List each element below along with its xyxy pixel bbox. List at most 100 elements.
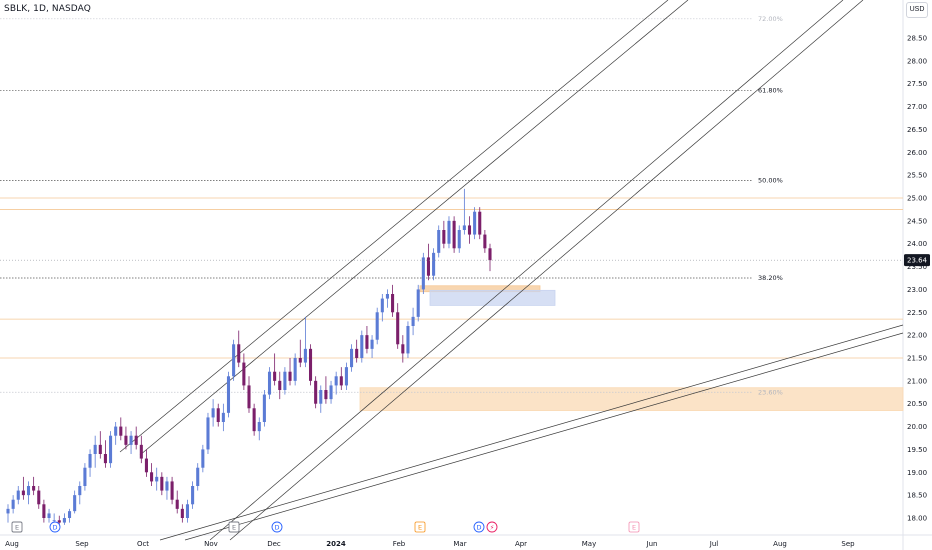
candle-body[interactable] [452, 220, 456, 249]
candle-body[interactable] [308, 348, 313, 381]
dividend-marker[interactable] [49, 521, 61, 533]
earnings-marker[interactable] [628, 521, 640, 533]
candle-body[interactable] [26, 486, 31, 496]
candle-body[interactable] [350, 348, 354, 368]
candle-body[interactable] [421, 257, 425, 290]
candle-body[interactable] [273, 371, 277, 381]
candle-body[interactable] [473, 211, 477, 235]
trendline-2[interactable] [209, 0, 844, 541]
candle-body[interactable] [119, 426, 123, 436]
candle-body[interactable] [391, 294, 395, 313]
candle-body[interactable] [334, 376, 338, 386]
candle-body[interactable] [303, 348, 307, 363]
candle-body[interactable] [447, 220, 451, 244]
candle-body[interactable] [252, 408, 256, 432]
trendline-3[interactable] [229, 0, 864, 541]
candle-body[interactable] [314, 380, 318, 404]
candle-body[interactable] [88, 454, 92, 468]
trendline-5[interactable] [184, 332, 904, 541]
candle-body[interactable] [201, 449, 205, 468]
trendline-4[interactable] [159, 324, 904, 541]
candle-body[interactable] [32, 486, 36, 491]
dividend-marker[interactable] [473, 521, 485, 533]
candle-body[interactable] [329, 385, 333, 400]
current-price-tag[interactable] [904, 254, 930, 267]
candle-body[interactable] [67, 511, 72, 518]
candle-body[interactable] [298, 358, 302, 363]
candle-body[interactable] [83, 467, 87, 486]
candle-body[interactable] [114, 426, 118, 436]
candle-body[interactable] [42, 504, 46, 518]
candle-body[interactable] [396, 312, 400, 345]
candle-body[interactable] [426, 257, 431, 276]
currency-button[interactable]: USD [906, 2, 928, 18]
candle-body[interactable] [52, 520, 56, 522]
candle-body[interactable] [375, 312, 379, 340]
candle-body[interactable] [155, 476, 159, 482]
candle-body[interactable] [6, 508, 10, 514]
candle-body[interactable] [457, 230, 461, 249]
candle-body[interactable] [257, 422, 261, 432]
candle-body[interactable] [124, 435, 128, 445]
candle-body[interactable] [150, 472, 154, 482]
candle-body[interactable] [196, 467, 200, 486]
earnings-marker[interactable] [414, 521, 426, 533]
candle-body[interactable] [221, 412, 225, 422]
lower-orange-zone[interactable] [359, 387, 904, 411]
candle-body[interactable] [360, 335, 364, 358]
candle-body[interactable] [406, 326, 410, 354]
split-marker[interactable] [486, 521, 498, 533]
candle-body[interactable] [206, 417, 210, 450]
candle-body[interactable] [488, 248, 492, 261]
candle-body[interactable] [237, 344, 241, 363]
trendline-0[interactable] [119, 0, 669, 453]
candle-body[interactable] [73, 495, 77, 512]
candle-body[interactable] [103, 454, 107, 464]
candle-body[interactable] [160, 476, 164, 491]
blue-zone[interactable] [429, 289, 556, 306]
candle-body[interactable] [247, 385, 251, 409]
candle-body[interactable] [216, 408, 220, 422]
candle-body[interactable] [370, 339, 374, 349]
candle-body[interactable] [170, 481, 174, 500]
candle-body[interactable] [211, 408, 215, 418]
candle-body[interactable] [242, 362, 246, 386]
candle-body[interactable] [324, 390, 328, 400]
candle-body[interactable] [175, 499, 179, 509]
candle-body[interactable] [293, 358, 297, 381]
candle-body[interactable] [437, 230, 441, 253]
dividend-marker[interactable] [271, 521, 283, 533]
candle-body[interactable] [478, 211, 482, 235]
candle-body[interactable] [267, 371, 272, 395]
candle-body[interactable] [134, 435, 138, 445]
candle-body[interactable] [180, 508, 184, 518]
earnings-marker[interactable] [11, 521, 23, 533]
candle-body[interactable] [283, 371, 287, 390]
candle-body[interactable] [385, 294, 389, 299]
candle-body[interactable] [139, 444, 143, 459]
candle-body[interactable] [78, 486, 82, 496]
candle-body[interactable] [191, 486, 195, 505]
candle-body[interactable] [57, 520, 61, 523]
candle-body[interactable] [62, 518, 66, 523]
candle-body[interactable] [226, 376, 231, 413]
symbol-title[interactable]: SBLK, 1D, NASDAQ [4, 4, 91, 14]
candle-body[interactable] [467, 225, 472, 235]
candle-body[interactable] [411, 316, 415, 326]
candle-body[interactable] [129, 435, 133, 445]
candle-body[interactable] [319, 390, 323, 404]
candle-body[interactable] [442, 230, 446, 244]
candle-body[interactable] [185, 504, 190, 518]
candle-body[interactable] [355, 348, 359, 358]
candle-body[interactable] [165, 481, 169, 491]
candle-body[interactable] [21, 490, 25, 496]
earnings-marker[interactable] [228, 521, 240, 533]
candle-body[interactable] [416, 289, 420, 317]
candle-body[interactable] [278, 380, 282, 390]
candle-body[interactable] [380, 298, 384, 313]
candle-body[interactable] [483, 234, 487, 249]
candle-body[interactable] [365, 335, 369, 349]
candle-body[interactable] [37, 490, 41, 505]
candle-body[interactable] [339, 376, 343, 386]
